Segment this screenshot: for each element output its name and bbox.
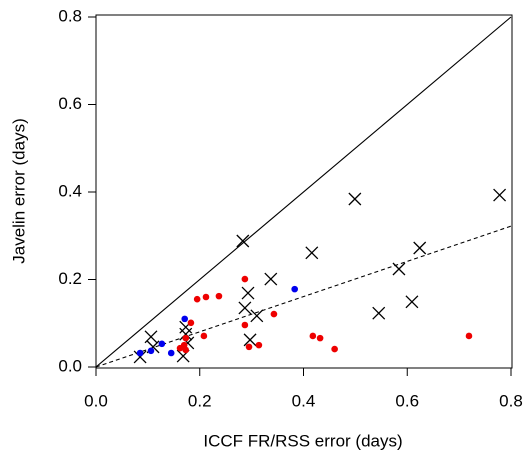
plot-area — [96, 16, 512, 368]
dot-marker — [167, 349, 175, 357]
dot-marker — [158, 340, 166, 348]
x-marker — [243, 333, 257, 347]
x-marker — [493, 188, 507, 202]
x-marker — [238, 301, 252, 315]
x-axis-label: ICCF FR/RSS error (days) — [203, 431, 402, 450]
x-marker — [413, 241, 427, 255]
x-tick-label: 0.0 — [84, 391, 108, 410]
dot-marker — [316, 334, 324, 342]
dot-marker — [182, 334, 190, 342]
dot-marker — [215, 292, 223, 300]
dot-marker — [465, 332, 473, 340]
x-marker — [372, 306, 386, 320]
x-marker — [241, 286, 255, 300]
x-marker — [405, 295, 419, 309]
y-tick-label: 0.0 — [58, 356, 82, 375]
reference-line — [96, 16, 512, 368]
dot-marker — [245, 343, 253, 351]
x-marker — [236, 234, 250, 248]
dot-marker — [291, 285, 298, 293]
y-axis-label: Javelin error (days) — [9, 118, 28, 264]
x-marker — [392, 262, 406, 276]
dot-marker — [255, 341, 263, 349]
dot-marker — [200, 332, 208, 340]
x-tick-label: 0.4 — [292, 391, 316, 410]
dot-marker — [309, 332, 317, 340]
dot-marker — [270, 310, 278, 318]
x-marker — [250, 309, 264, 323]
y-tick-label: 0.2 — [58, 269, 82, 288]
y-tick-label: 0.8 — [58, 6, 82, 25]
dot-marker — [187, 319, 195, 327]
x-tick-label: 0.6 — [395, 391, 419, 410]
dot-marker — [182, 346, 190, 354]
x-tick-label: 0.2 — [188, 391, 212, 410]
dot-marker — [181, 315, 189, 323]
reference-line — [96, 225, 512, 368]
x-marker — [144, 330, 158, 344]
y-tick-label: 0.6 — [58, 94, 82, 113]
x-tick-label: 0.8 — [499, 391, 523, 410]
dot-marker — [136, 349, 144, 357]
x-marker — [348, 192, 362, 206]
x-marker — [264, 272, 278, 286]
dot-marker — [147, 347, 155, 355]
y-tick-label: 0.4 — [58, 181, 82, 200]
dot-marker — [241, 275, 249, 283]
dot-marker — [202, 293, 210, 301]
dot-marker — [331, 345, 338, 353]
dot-marker — [241, 321, 249, 329]
x-marker — [179, 327, 193, 341]
x-marker — [133, 350, 147, 364]
x-marker — [305, 246, 319, 260]
dot-marker — [193, 295, 201, 303]
